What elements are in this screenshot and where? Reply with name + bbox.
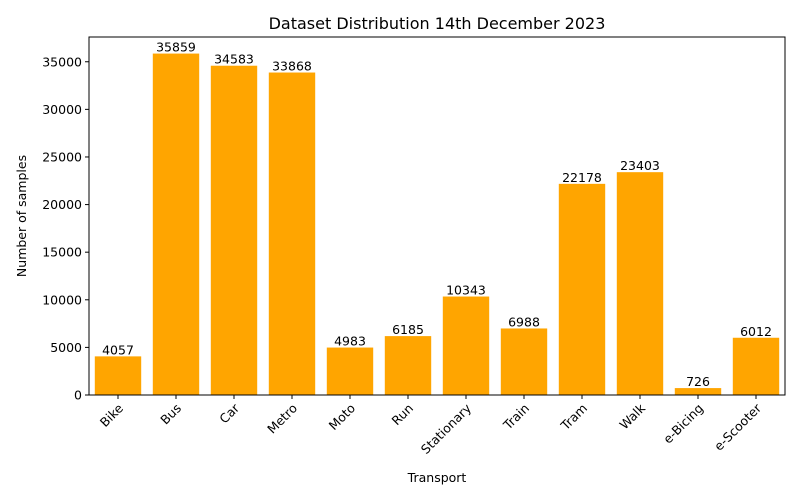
chart-title: Dataset Distribution 14th December 2023	[269, 14, 606, 33]
data-label-walk: 23403	[620, 158, 660, 173]
x-tick-label-tram: Tram	[557, 401, 590, 434]
y-tick-label-10000: 10000	[42, 292, 82, 307]
y-tick-label-15000: 15000	[42, 245, 82, 260]
y-tick-label-30000: 30000	[42, 102, 82, 117]
bar-walk	[616, 172, 664, 395]
x-tick-label-car: Car	[216, 400, 242, 426]
y-axis-label: Number of samples	[14, 155, 29, 277]
data-label-moto: 4983	[334, 334, 366, 349]
data-label-bike: 4057	[102, 342, 134, 357]
y-tick-label-25000: 25000	[42, 149, 82, 164]
bar-car	[210, 65, 258, 395]
bar-e-bicing	[674, 388, 722, 395]
data-label-tram: 22178	[562, 170, 602, 185]
y-tick-label-0: 0	[74, 388, 82, 403]
y-tick-label-5000: 5000	[50, 340, 82, 355]
bar-tram	[558, 183, 606, 395]
bar-train	[500, 328, 548, 395]
bar-bus	[152, 53, 200, 396]
x-tick-label-run: Run	[389, 401, 417, 429]
x-tick-label-walk: Walk	[616, 400, 648, 432]
x-tick-label-metro: Metro	[264, 401, 300, 437]
x-tick-label-e-scooter: e-Scooter	[711, 400, 765, 454]
bars-group	[94, 53, 780, 396]
bar-e-scooter	[732, 337, 780, 395]
x-tick-label-bus: Bus	[157, 401, 184, 428]
x-tick-label-stationary: Stationary	[418, 400, 475, 457]
x-axis-label: Transport	[407, 470, 467, 485]
plot-frame	[88, 36, 786, 396]
data-label-car: 34583	[214, 52, 254, 67]
bar-metro	[268, 72, 316, 396]
x-tick-label-train: Train	[500, 401, 533, 434]
data-label-bus: 35859	[156, 40, 196, 55]
y-axis: 0 5000 10000 15000 20000 25000 30000 35000	[42, 54, 89, 403]
data-label-train: 6988	[508, 314, 540, 329]
data-label-run: 6185	[392, 322, 424, 337]
y-tick-label-20000: 20000	[42, 197, 82, 212]
bar-run	[384, 336, 432, 395]
bar-bike	[94, 356, 142, 395]
bar-moto	[326, 347, 374, 395]
x-axis: Bike Bus Car Metro Moto Run Stationary Train Tra…	[97, 395, 765, 457]
data-label-metro: 33868	[272, 59, 312, 74]
data-label-e-bicing: 726	[686, 374, 710, 389]
data-label-stationary: 10343	[446, 283, 486, 298]
x-tick-label-moto: Moto	[326, 401, 359, 434]
bar-stationary	[442, 296, 490, 395]
y-tick-label-35000: 35000	[42, 54, 82, 69]
data-label-e-scooter: 6012	[740, 324, 772, 339]
x-tick-label-bike: Bike	[97, 400, 127, 430]
x-tick-label-e-bicing: e-Bicing	[660, 401, 706, 447]
data-labels-group: 4057 35859 34583 33868 4983 6185 10343 6988 2217…	[102, 40, 772, 390]
